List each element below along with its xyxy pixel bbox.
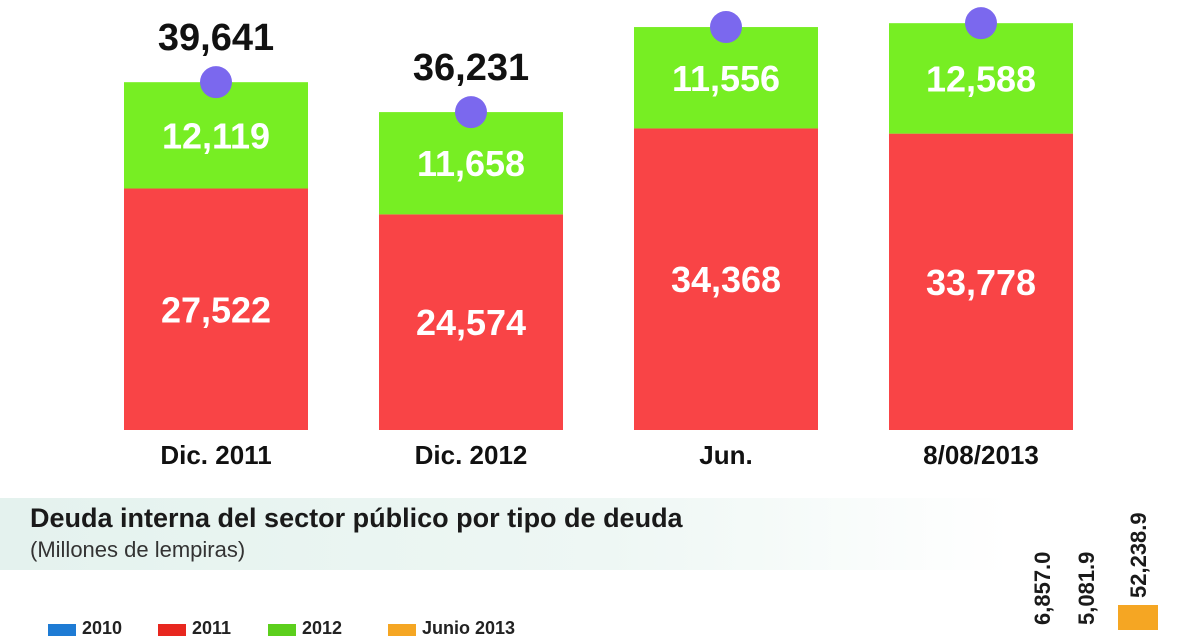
- bar-junio-2013: [1118, 605, 1158, 630]
- total-marker: [710, 11, 742, 44]
- total-value-label: 39,641: [158, 17, 274, 59]
- bar-segment-upper-1: [379, 112, 563, 215]
- bar-segment-lower-1: [379, 214, 563, 430]
- bar-value-label: 33,778: [926, 262, 1036, 303]
- bar-segment-upper-0: [124, 82, 308, 189]
- legend-label-2011: 2011: [192, 618, 232, 638]
- bar-segment-lower-0: [124, 188, 308, 430]
- stacked-bar-chart: 27,522 12,119 39,641 Dic. 2011 24,574 11,658 3…: [124, 7, 1073, 470]
- bar-value-label: 12,588: [926, 58, 1036, 99]
- title-band: [0, 498, 1010, 570]
- bar-value-label: 11,658: [417, 143, 525, 184]
- bar-value-label: 11,556: [672, 58, 780, 99]
- value-label-6857: 6,857.0: [1030, 551, 1055, 625]
- bar-value-label: 24,574: [416, 302, 526, 343]
- total-value-label: 36,231: [413, 47, 529, 89]
- legend-swatch-2012: [268, 624, 296, 636]
- legend-swatch-2010: [48, 624, 76, 636]
- legend-label-2010: 2010: [82, 618, 123, 638]
- category-label: 8/08/2013: [923, 440, 1039, 470]
- bar-value-label: 27,522: [161, 289, 271, 330]
- category-label: Jun.: [699, 440, 752, 470]
- total-marker: [455, 96, 487, 129]
- category-label: Dic. 2011: [160, 440, 271, 470]
- bar-value-label: 34,368: [671, 259, 781, 300]
- bar-segment-lower-2: [634, 128, 818, 430]
- total-marker: [200, 66, 232, 99]
- value-label-5081: 5,081.9: [1074, 551, 1099, 625]
- legend-label-junio-2013: Junio 2013: [422, 618, 516, 638]
- legend-swatch-junio-2013: [388, 624, 416, 636]
- bar-segment-lower-3: [889, 133, 1073, 430]
- bar-segment-upper-3: [889, 23, 1073, 134]
- total-marker: [965, 7, 997, 40]
- legend-label-2012: 2012: [302, 618, 343, 638]
- legend-swatch-2011: [158, 624, 186, 636]
- bar-value-label: 12,119: [162, 115, 270, 156]
- chart-subtitle: (Millones de lempiras): [30, 537, 246, 562]
- chart-title: Deuda interna del sector público por tip…: [30, 503, 683, 533]
- category-label: Dic. 2012: [415, 440, 528, 470]
- bar-segment-upper-2: [634, 27, 818, 129]
- value-label-52238: 52,238.9: [1126, 512, 1151, 598]
